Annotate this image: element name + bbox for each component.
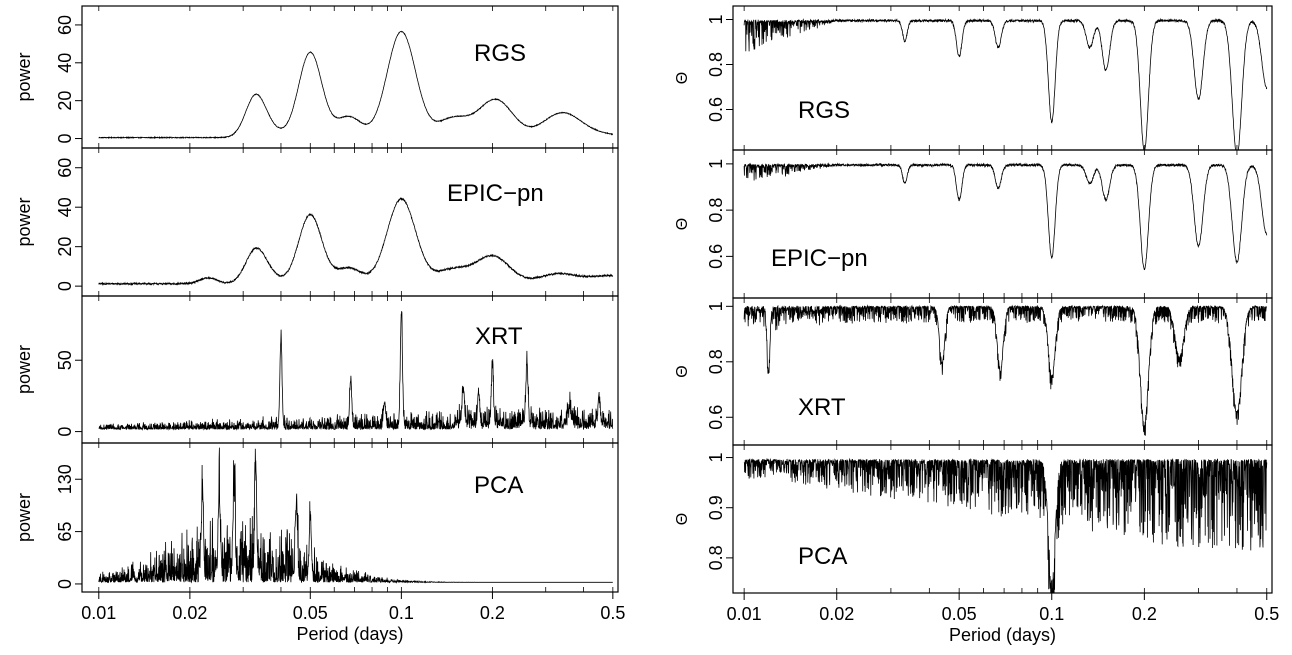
y-axis-label: Θ <box>674 218 691 230</box>
y-tick-label: 0 <box>55 134 75 144</box>
y-tick-label: 20 <box>55 91 75 111</box>
x-tick-label: 0.2 <box>480 603 505 623</box>
y-tick-label: 20 <box>55 237 75 257</box>
y-tick-label: 1 <box>706 159 726 169</box>
y-tick-label: 60 <box>55 15 75 35</box>
panel-left-2: 0 50 power XRT <box>14 295 619 444</box>
panel-label: RGS <box>798 97 850 124</box>
y-axis-label: power <box>14 52 34 101</box>
y-tick-label: 65 <box>55 522 75 542</box>
panel-right-7: 0.8 0.9 1 0.01 0.02 0.05 0.1 0.2 0.5 Period (days… <box>674 444 1279 645</box>
series-line-4 <box>743 17 1268 150</box>
series-line-1 <box>98 197 614 287</box>
panel-left-3: 0 65 130 0.01 0.02 0.05 0.1 0.2 0.5 Period (days)… <box>14 442 625 644</box>
y-tick-label: 0.6 <box>706 97 726 122</box>
panel-right-5: 0.6 0.8 1 Θ EPIC−pn <box>674 149 1273 299</box>
y-tick-label: 1 <box>706 301 726 311</box>
series-line-0 <box>98 30 613 140</box>
x-tick-label: 0.1 <box>389 603 414 623</box>
x-axis-label: Period (days) <box>296 624 403 644</box>
y-tick-label: 0.8 <box>706 545 726 570</box>
y-tick-label: 40 <box>55 53 75 73</box>
y-axis-label: Θ <box>674 365 691 377</box>
plot-frame <box>81 442 619 593</box>
x-tick-label: 0.05 <box>293 603 328 623</box>
series-line-6 <box>743 304 1267 436</box>
y-tick-label: 0.8 <box>706 349 726 374</box>
series-line-2 <box>98 311 614 431</box>
y-tick-label: 0 <box>55 427 75 437</box>
plot-frame <box>81 5 619 149</box>
plot-frame <box>81 147 619 297</box>
series-line-5 <box>743 162 1268 271</box>
y-axis-label: power <box>14 345 34 394</box>
y-tick-label: 60 <box>55 158 75 178</box>
x-tick-label: 0.02 <box>819 604 854 624</box>
x-tick-label: 0.02 <box>172 603 207 623</box>
y-tick-label: 0 <box>55 281 75 291</box>
y-tick-label: 0.6 <box>706 244 726 269</box>
panel-label: EPIC−pn <box>447 180 544 207</box>
y-tick-label: 0.8 <box>706 52 726 77</box>
x-tick-label: 0.2 <box>1132 604 1157 624</box>
x-tick-label: 0.01 <box>727 604 762 624</box>
plot-frame <box>732 5 1273 151</box>
panel-right-4: 0.6 0.8 1 Θ RGS <box>674 5 1273 151</box>
x-axis-label: Period (days) <box>949 625 1056 645</box>
y-axis-label: Θ <box>674 72 691 84</box>
y-tick-label: 1 <box>706 14 726 24</box>
series-line-3 <box>98 447 613 584</box>
panel-label: RGS <box>474 40 526 67</box>
panel-label: EPIC−pn <box>771 245 868 272</box>
panel-label: PCA <box>798 543 847 570</box>
x-tick-label: 0.01 <box>81 603 116 623</box>
panel-label: XRT <box>798 394 846 421</box>
y-tick-label: 130 <box>55 464 75 494</box>
series-line-7 <box>743 457 1268 593</box>
y-axis-label: power <box>14 197 34 246</box>
y-axis-label: Θ <box>674 513 691 525</box>
x-tick-label: 0.05 <box>942 604 977 624</box>
y-tick-label: 50 <box>55 350 75 370</box>
y-tick-label: 40 <box>55 197 75 217</box>
plot-frame <box>732 444 1273 594</box>
x-tick-label: 0.1 <box>1039 604 1064 624</box>
panel-right-6: 0.6 0.8 1 Θ XRT <box>674 297 1273 446</box>
y-tick-label: 0.6 <box>706 405 726 430</box>
panel-label: XRT <box>475 323 523 350</box>
panel-label: PCA <box>474 472 523 499</box>
x-tick-label: 0.5 <box>600 603 625 623</box>
panel-left-0: 0 20 40 60 power RGS <box>14 5 619 149</box>
x-tick-label: 0.5 <box>1254 604 1279 624</box>
y-tick-label: 0.8 <box>706 198 726 223</box>
y-axis-label: power <box>14 493 34 542</box>
y-tick-label: 0.9 <box>706 495 726 520</box>
panel-left-1: 0 20 40 60 power EPIC−pn <box>14 147 619 297</box>
y-tick-label: 1 <box>706 453 726 463</box>
y-tick-label: 0 <box>55 579 75 589</box>
